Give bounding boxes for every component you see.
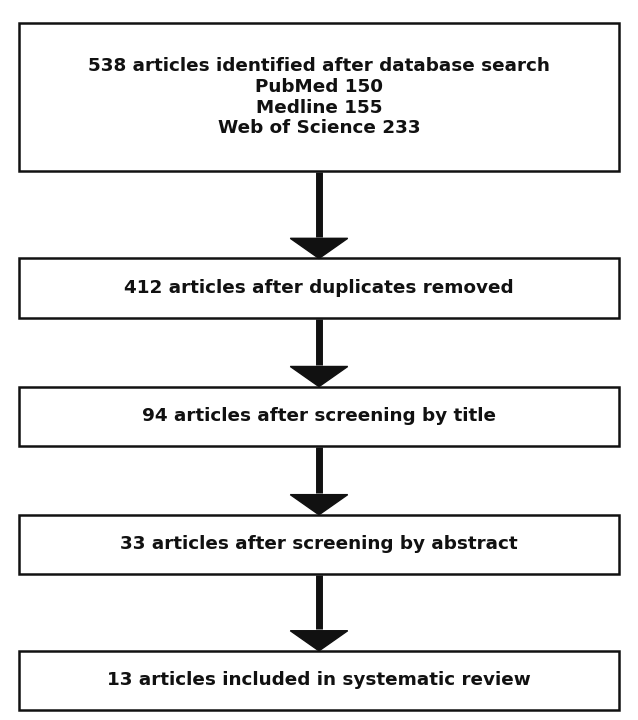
- Polygon shape: [290, 631, 348, 651]
- Text: 538 articles identified after database search
PubMed 150
Medline 155
Web of Scie: 538 articles identified after database s…: [88, 57, 550, 138]
- Bar: [19, 24, 619, 171]
- Bar: [19, 651, 619, 710]
- Bar: [19, 515, 619, 574]
- Bar: [19, 387, 619, 446]
- Polygon shape: [290, 366, 348, 387]
- Text: 13 articles included in systematic review: 13 articles included in systematic revie…: [107, 671, 531, 690]
- Polygon shape: [290, 238, 348, 258]
- Text: 33 articles after screening by abstract: 33 articles after screening by abstract: [120, 536, 518, 553]
- Text: 94 articles after screening by title: 94 articles after screening by title: [142, 408, 496, 425]
- Polygon shape: [290, 495, 348, 515]
- Text: 412 articles after duplicates removed: 412 articles after duplicates removed: [124, 279, 514, 297]
- Bar: [19, 258, 619, 318]
